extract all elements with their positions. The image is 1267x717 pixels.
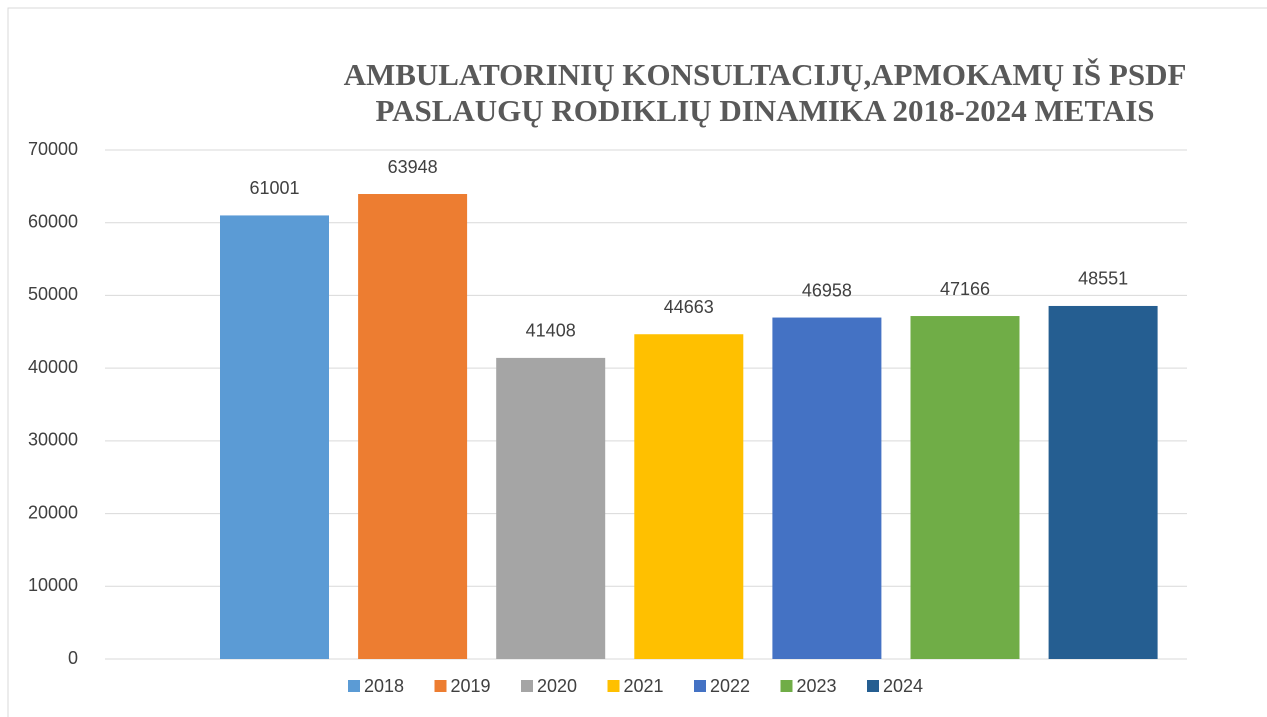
y-tick-label: 20000 xyxy=(28,502,78,522)
chart-border xyxy=(7,7,1267,717)
y-tick-label: 30000 xyxy=(28,430,78,450)
legend-swatch xyxy=(607,680,620,692)
y-tick-label: 0 xyxy=(68,648,78,668)
data-label: 41408 xyxy=(526,321,576,341)
legend-label: 2021 xyxy=(624,676,664,696)
bar xyxy=(1048,305,1158,659)
data-label: 47166 xyxy=(940,279,990,299)
data-label: 61001 xyxy=(249,178,299,198)
chart-title: PASLAUGŲ RODIKLIŲ DINAMIKA 2018-2024 MET… xyxy=(375,93,1154,128)
legend-label: 2023 xyxy=(797,676,837,696)
legend-label: 2019 xyxy=(451,676,491,696)
legend-swatch xyxy=(348,680,360,692)
data-label: 63948 xyxy=(388,157,438,177)
data-label: 44663 xyxy=(664,297,714,317)
data-label: 46958 xyxy=(802,280,852,300)
legend-label: 2022 xyxy=(710,676,750,696)
legend-swatch xyxy=(521,680,533,692)
y-tick-label: 70000 xyxy=(28,139,78,159)
bar xyxy=(910,316,1020,659)
legend-label: 2020 xyxy=(537,676,577,696)
bar xyxy=(634,334,744,659)
bar xyxy=(220,215,329,659)
bar xyxy=(358,194,468,659)
legend-swatch xyxy=(867,680,879,692)
y-tick-label: 10000 xyxy=(28,575,78,595)
legend-swatch xyxy=(434,680,447,692)
y-tick-label: 50000 xyxy=(28,284,78,304)
y-tick-label: 40000 xyxy=(28,357,78,377)
chart-title: AMBULATORINIŲ KONSULTACIJŲ,APMOKAMŲ IŠ P… xyxy=(344,57,1187,92)
bar xyxy=(496,357,606,659)
data-label: 48551 xyxy=(1078,269,1128,289)
y-tick-label: 60000 xyxy=(28,211,78,231)
legend-label: 2018 xyxy=(364,676,404,696)
legend-swatch xyxy=(780,680,793,692)
bar xyxy=(772,317,882,659)
legend-swatch xyxy=(694,680,706,692)
legend-label: 2024 xyxy=(883,676,923,696)
